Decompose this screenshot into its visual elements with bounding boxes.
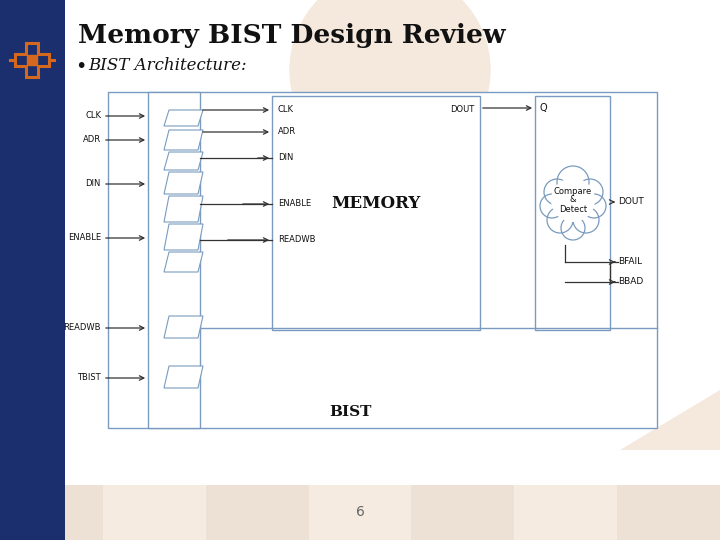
Text: &: & [570, 195, 576, 205]
Bar [617, 485, 720, 540]
Bar [206, 485, 309, 540]
Bar [108, 92, 657, 428]
Polygon shape [164, 110, 203, 126]
Circle shape [557, 166, 589, 198]
Text: 6: 6 [356, 505, 364, 519]
Bar [0, 485, 103, 540]
Bar [148, 92, 200, 428]
Polygon shape [164, 172, 203, 194]
Circle shape [547, 207, 573, 233]
Bar [309, 485, 411, 540]
Polygon shape [164, 316, 203, 338]
Polygon shape [164, 130, 203, 150]
Circle shape [540, 194, 564, 218]
Text: MEMORY: MEMORY [331, 194, 420, 212]
Bar [27, 55, 37, 65]
Bar [0, 0, 65, 540]
Polygon shape [164, 152, 203, 170]
Text: ENABLE: ENABLE [278, 199, 311, 208]
Text: TBIST: TBIST [77, 374, 101, 382]
Circle shape [551, 178, 595, 222]
Circle shape [577, 179, 603, 205]
Circle shape [544, 179, 570, 205]
Circle shape [553, 170, 593, 210]
Polygon shape [164, 252, 203, 272]
Text: ADR: ADR [83, 136, 101, 145]
Text: DOUT: DOUT [450, 105, 474, 114]
Text: Memory BIST Design Review: Memory BIST Design Review [78, 23, 505, 48]
Text: READWB: READWB [63, 323, 101, 333]
Text: BBAD: BBAD [618, 278, 643, 287]
Text: BFAIL: BFAIL [618, 258, 642, 267]
Polygon shape [620, 390, 720, 450]
Text: DOUT: DOUT [618, 198, 644, 206]
Text: CLK: CLK [85, 111, 101, 120]
Bar [514, 485, 617, 540]
Bar [411, 485, 514, 540]
Polygon shape [164, 224, 203, 250]
Circle shape [561, 216, 585, 240]
Bar [535, 96, 610, 330]
Text: BIST Architecture:: BIST Architecture: [88, 57, 247, 75]
Circle shape [290, 0, 490, 170]
Text: CLK: CLK [278, 105, 294, 114]
Text: Q: Q [540, 103, 548, 113]
Text: READWB: READWB [278, 235, 315, 245]
Polygon shape [164, 196, 203, 222]
Circle shape [573, 207, 599, 233]
Text: ADR: ADR [278, 127, 296, 137]
Text: DIN: DIN [86, 179, 101, 188]
Circle shape [582, 194, 606, 218]
Text: ENABLE: ENABLE [68, 233, 101, 242]
Text: BIST: BIST [329, 405, 372, 419]
Bar [103, 485, 206, 540]
Text: DIN: DIN [278, 153, 293, 163]
Text: •: • [75, 57, 86, 76]
Text: Compare: Compare [554, 187, 592, 197]
Bar [272, 96, 480, 330]
Text: Detect: Detect [559, 205, 587, 213]
Polygon shape [164, 366, 203, 388]
